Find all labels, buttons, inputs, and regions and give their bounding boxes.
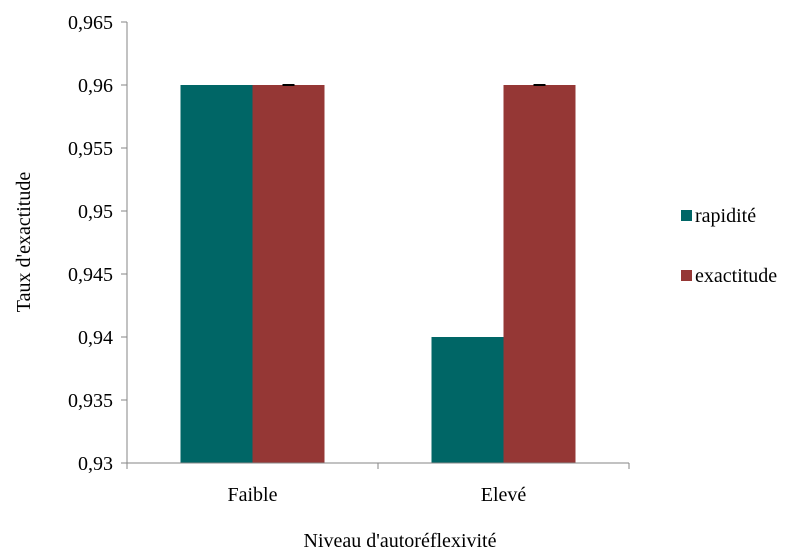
y-tick-label: 0,93: [78, 453, 113, 475]
y-tick-label: 0,95: [78, 201, 113, 223]
x-axis-ticks: Faible Elevé: [126, 463, 630, 506]
legend: rapidité exactitude: [681, 205, 777, 287]
x-tick-label: Elevé: [481, 484, 527, 506]
bar-rapidité-Elevé: [431, 337, 504, 463]
y-axis-title: Taux d'exactitude: [13, 172, 35, 313]
x-tick-label: Faible: [228, 484, 278, 506]
y-tick-label: 0,96: [78, 75, 113, 97]
bars: [180, 84, 576, 463]
bar-rapidité-Faible: [180, 85, 253, 463]
y-tick-label: 0,935: [68, 390, 113, 412]
y-tick-label: 0,945: [68, 264, 113, 286]
x-axis-title: Niveau d'autoréflexivité: [304, 530, 497, 552]
y-tick-label: 0,965: [68, 12, 113, 34]
legend-label-exactitude: exactitude: [695, 265, 777, 287]
y-tick-label: 0,955: [68, 138, 113, 160]
bar-exactitude-Elevé: [503, 85, 576, 463]
legend-label-rapidité: rapidité: [695, 205, 756, 227]
legend-swatch-rapidité: [681, 210, 692, 221]
bar-exactitude-Faible: [252, 85, 325, 463]
y-tick-label: 0,94: [78, 327, 113, 349]
legend-swatch-exactitude: [681, 270, 692, 281]
y-axis-ticks: 0,93 0,935 0,94 0,945 0,95 0,955 0,96 0,965: [68, 12, 127, 475]
